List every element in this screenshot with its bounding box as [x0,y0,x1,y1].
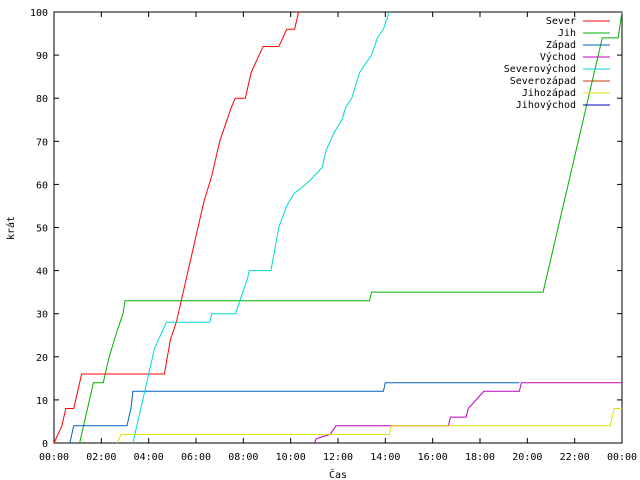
series-line-Sever [53,11,300,444]
y-tick-label: 70 [36,137,48,148]
y-tick-label: 20 [36,353,48,364]
legend-label: Východ [540,51,576,63]
legend-label: Severovýchod [504,63,576,75]
series-line-Jih [79,11,623,444]
x-tick-label: 08:00 [228,452,258,463]
y-tick-label: 10 [36,396,48,407]
x-tick-label: 22:00 [560,452,590,463]
legend-label: Západ [546,39,576,51]
x-tick-label: 18:00 [465,452,495,463]
x-tick-label: 04:00 [134,452,164,463]
x-tick-label: 14:00 [370,452,400,463]
y-tick-label: 90 [36,51,48,62]
y-tick-label: 0 [42,439,48,450]
x-tick-label: 16:00 [418,452,448,463]
series-layer [53,11,623,444]
x-axis-ticks: 00:00 02:00 04:00 06:00 08:00 10:00 12:00 14:00… [39,12,637,463]
legend: SeverJihZápadVýchodSeverovýchodSeverozáp… [504,16,610,111]
y-axis-ticks: 0 10 20 30 40 50 60 70 80 90 100 [30,8,622,450]
series-line-Západ [69,382,520,444]
y-tick-label: 100 [30,8,48,19]
y-tick-label: 50 [36,224,48,235]
y-tick-label: 40 [36,267,48,278]
y-tick-label: 30 [36,310,48,321]
series-line-Jihozápad [116,408,622,444]
x-tick-label: 00:00 [39,452,69,463]
legend-label: Jihovýchod [516,99,576,111]
y-axis-title: krát [5,216,17,240]
legend-label: Jihozápad [522,87,576,99]
series-line-Severovýchod [132,11,390,444]
legend-label: Jih [558,28,576,39]
y-tick-label: 60 [36,180,48,191]
x-axis-title: Čas [329,468,347,480]
x-tick-label: 10:00 [276,452,306,463]
y-tick-label: 80 [36,94,48,105]
legend-label: Sever [546,16,576,27]
x-tick-label: 02:00 [86,452,116,463]
x-tick-label: 00:00 [607,452,637,463]
x-tick-label: 06:00 [181,452,211,463]
legend-label: Severozápad [510,75,576,87]
x-tick-label: 12:00 [323,452,353,463]
x-tick-label: 20:00 [512,452,542,463]
